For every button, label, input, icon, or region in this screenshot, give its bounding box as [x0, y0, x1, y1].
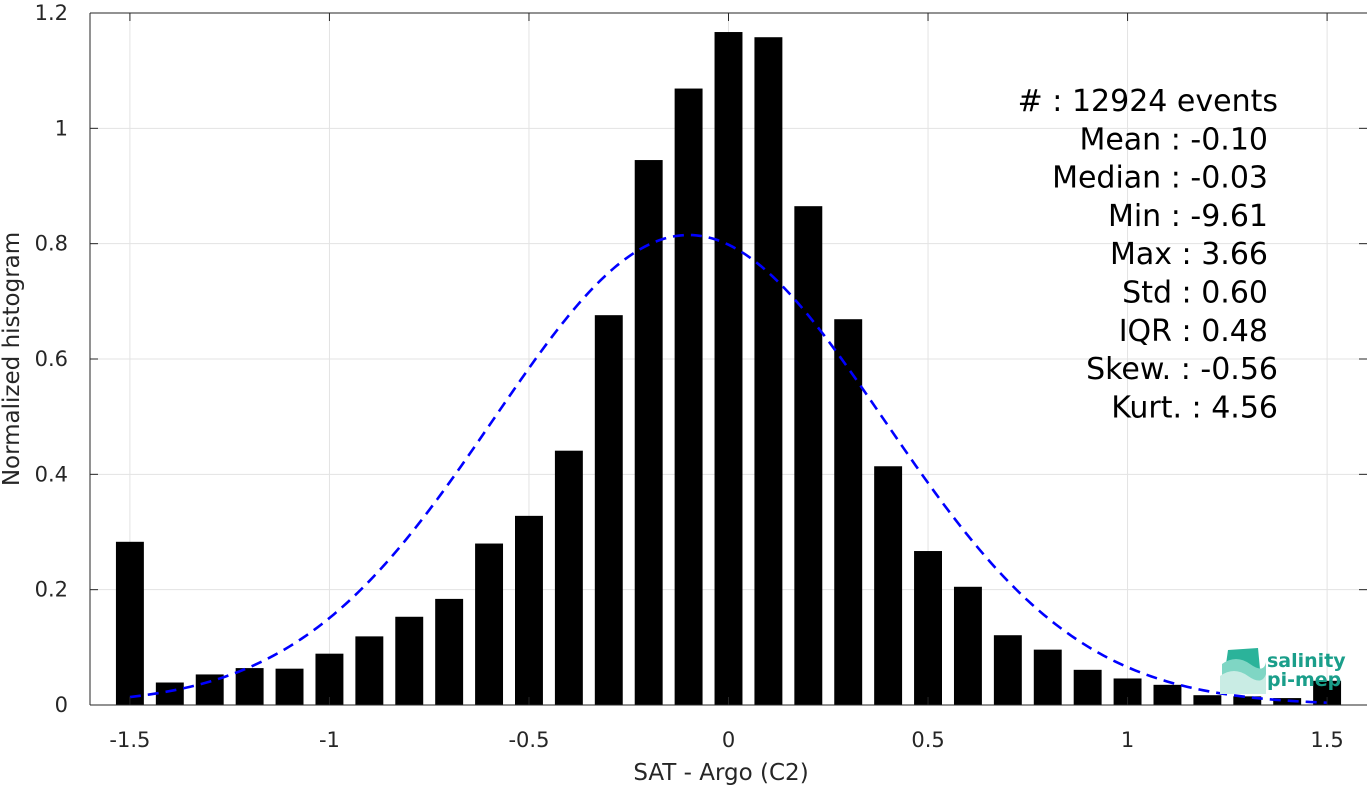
bars — [115, 32, 1342, 706]
histogram-bar — [953, 586, 982, 705]
stats-line: Mean : -0.10 — [1079, 122, 1268, 157]
histogram-bar — [235, 668, 264, 705]
x-tick-label: -1 — [319, 728, 340, 752]
y-tick-label: 0.8 — [35, 232, 68, 256]
histogram-bar — [115, 541, 144, 705]
x-tick-label: 1.5 — [1310, 728, 1343, 752]
histogram-bar — [914, 551, 942, 705]
histogram-bar — [1233, 696, 1262, 705]
histogram-bar — [714, 32, 743, 705]
histogram-bar — [475, 543, 504, 705]
histogram-bar — [515, 515, 543, 705]
x-tick-label: 1 — [1121, 728, 1134, 752]
histogram-bar — [993, 635, 1022, 705]
wave-icon — [1220, 648, 1266, 694]
histogram-bar — [874, 466, 903, 705]
histogram-bar — [1153, 684, 1182, 705]
histogram-bar — [1193, 695, 1222, 705]
y-tick-label: 0 — [55, 693, 68, 717]
stats-line: # : 12924 events — [1018, 84, 1278, 119]
y-tick-label: 0.6 — [35, 347, 68, 371]
histogram-bar — [674, 88, 703, 705]
stats-line: Min : -9.61 — [1108, 199, 1268, 234]
histogram-bar — [1033, 649, 1062, 705]
x-tick-label: 0.5 — [911, 728, 944, 752]
histogram-bar — [1273, 698, 1302, 705]
histogram-bar — [634, 160, 663, 706]
histogram-bar — [395, 616, 424, 705]
y-axis-label: Normalized histogram — [0, 232, 25, 486]
stats-line: Skew. : -0.56 — [1086, 352, 1278, 387]
histogram-bar — [1073, 669, 1102, 705]
salinity-pi-mep-logo: salinity pi-mep — [1220, 648, 1346, 694]
stats-line: Median : -0.03 — [1052, 161, 1268, 196]
y-tick-label: 0.4 — [35, 462, 68, 486]
stats-line: Max : 3.66 — [1110, 237, 1268, 272]
stats-line: Kurt. : 4.56 — [1111, 390, 1278, 425]
y-tick-label: 1.2 — [35, 1, 68, 25]
y-tick-label: 1 — [55, 116, 68, 140]
histogram-bar — [794, 206, 823, 705]
y-tick-label: 0.2 — [35, 578, 68, 602]
stats-line: Std : 0.60 — [1122, 276, 1268, 311]
histogram-bar — [554, 450, 583, 705]
histogram-bar — [275, 668, 304, 705]
axes — [89, 12, 1367, 706]
tick-labels: -1.5 -1 -0.5 0 0.5 1 1.5 0 0.2 0.4 0.6 0.8 1 1.2 — [35, 1, 1344, 752]
logo-text-line2: pi-mep — [1267, 669, 1341, 691]
histogram-bar — [834, 319, 863, 705]
histogram-bar — [754, 37, 783, 706]
stats-line: IQR : 0.48 — [1119, 314, 1268, 349]
x-tick-label: 0 — [722, 728, 735, 752]
x-tick-label: -0.5 — [508, 728, 549, 752]
histogram-bar — [315, 653, 344, 705]
histogram-bar — [435, 598, 464, 705]
x-tick-label: -1.5 — [109, 728, 150, 752]
histogram-bar — [355, 636, 384, 705]
x-axis-label: SAT - Argo (C2) — [633, 760, 808, 786]
histogram-bar — [155, 682, 184, 705]
gaussian-fit-curve — [129, 233, 1328, 705]
histogram-bar — [594, 315, 623, 705]
logo-text-line1: salinity — [1267, 650, 1346, 672]
